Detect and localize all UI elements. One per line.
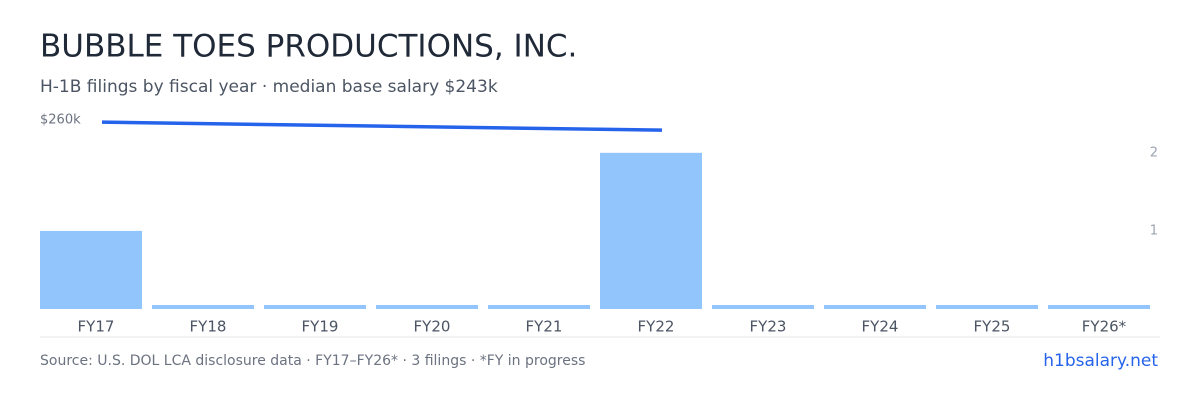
bar <box>40 230 142 309</box>
x-tick-label: FY19 <box>302 318 339 336</box>
source-note: Source: U.S. DOL LCA disclosure data · F… <box>40 353 585 369</box>
x-tick-label: FY18 <box>190 318 227 336</box>
y2-tick-label: 2 <box>1150 145 1158 160</box>
bar <box>376 305 478 309</box>
x-tick-label: FY25 <box>974 318 1011 336</box>
bar <box>1048 305 1150 309</box>
bar <box>936 305 1038 309</box>
bar <box>264 305 366 309</box>
bar <box>488 305 590 309</box>
x-tick-label: FY17 <box>78 318 115 336</box>
bar <box>600 152 702 309</box>
x-tick-label: FY22 <box>638 318 675 336</box>
bar <box>824 305 926 309</box>
y-tick-label: $260k <box>40 113 81 128</box>
bar <box>712 305 814 309</box>
x-tick-label: FY20 <box>414 318 451 336</box>
chart-title: BUBBLE TOES PRODUCTIONS, INC. <box>40 29 577 65</box>
x-tick-label: FY23 <box>750 318 787 336</box>
salary-line <box>101 120 663 132</box>
x-tick-label: FY26* <box>1082 318 1127 336</box>
y2-tick-label: 1 <box>1150 223 1158 238</box>
x-tick-label: FY21 <box>526 318 563 336</box>
site-link[interactable]: h1bsalary.net <box>1043 351 1158 371</box>
site-link-text[interactable]: h1bsalary.net <box>1043 351 1158 371</box>
x-tick-label: FY24 <box>862 318 899 336</box>
bar <box>152 305 254 309</box>
chart-subtitle: H-1B filings by fiscal year · median bas… <box>40 77 498 97</box>
